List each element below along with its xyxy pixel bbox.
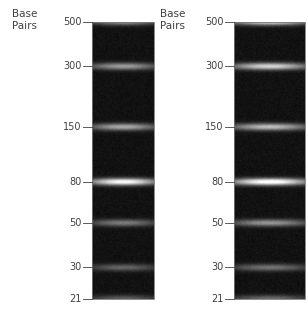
Text: 50: 50 xyxy=(69,218,82,228)
Text: Base
Pairs: Base Pairs xyxy=(12,9,38,31)
Text: 150: 150 xyxy=(63,122,82,132)
Text: 21: 21 xyxy=(69,294,82,304)
Text: 300: 300 xyxy=(63,61,82,71)
Text: 500: 500 xyxy=(63,17,82,27)
Text: 300: 300 xyxy=(205,61,223,71)
Text: 80: 80 xyxy=(211,177,223,187)
Text: 500: 500 xyxy=(205,17,223,27)
Bar xyxy=(92,22,154,299)
Text: 80: 80 xyxy=(69,177,82,187)
Text: Base
Pairs: Base Pairs xyxy=(160,9,185,31)
Text: 30: 30 xyxy=(211,262,223,272)
Bar xyxy=(234,22,305,299)
Text: 150: 150 xyxy=(205,122,223,132)
Text: 30: 30 xyxy=(69,262,82,272)
Text: 50: 50 xyxy=(211,218,223,228)
Text: 21: 21 xyxy=(211,294,223,304)
